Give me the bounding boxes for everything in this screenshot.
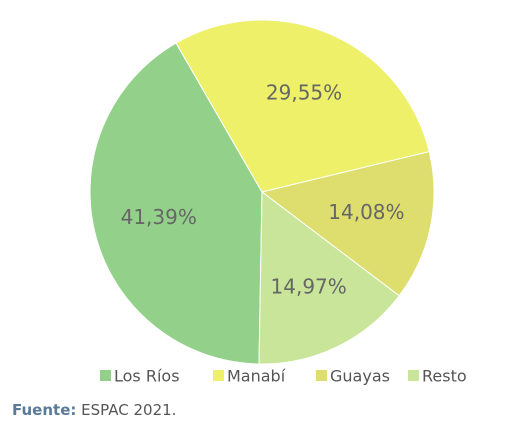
legend-label: Resto [422, 367, 467, 386]
legend-label: Los Ríos [114, 367, 180, 386]
legend-swatch [213, 370, 224, 381]
data-label: 14,08% [328, 200, 404, 224]
legend-swatch [408, 370, 419, 381]
pie-slice [89, 42, 263, 365]
pie-slice [258, 191, 400, 365]
legend-label: Guayas [330, 367, 390, 386]
legend-swatch [316, 370, 327, 381]
legend-label: Manabí [227, 367, 286, 386]
data-label: 41,39% [121, 205, 197, 229]
source-label: Fuente: [12, 401, 76, 419]
source: Fuente: ESPAC 2021. [12, 401, 176, 419]
legend-swatch [100, 370, 111, 381]
data-label: 29,55% [266, 80, 342, 104]
pie-slice [260, 150, 435, 297]
data-label: 14,97% [271, 274, 347, 298]
pie-slice [175, 19, 430, 193]
source-text: ESPAC 2021. [81, 401, 176, 419]
